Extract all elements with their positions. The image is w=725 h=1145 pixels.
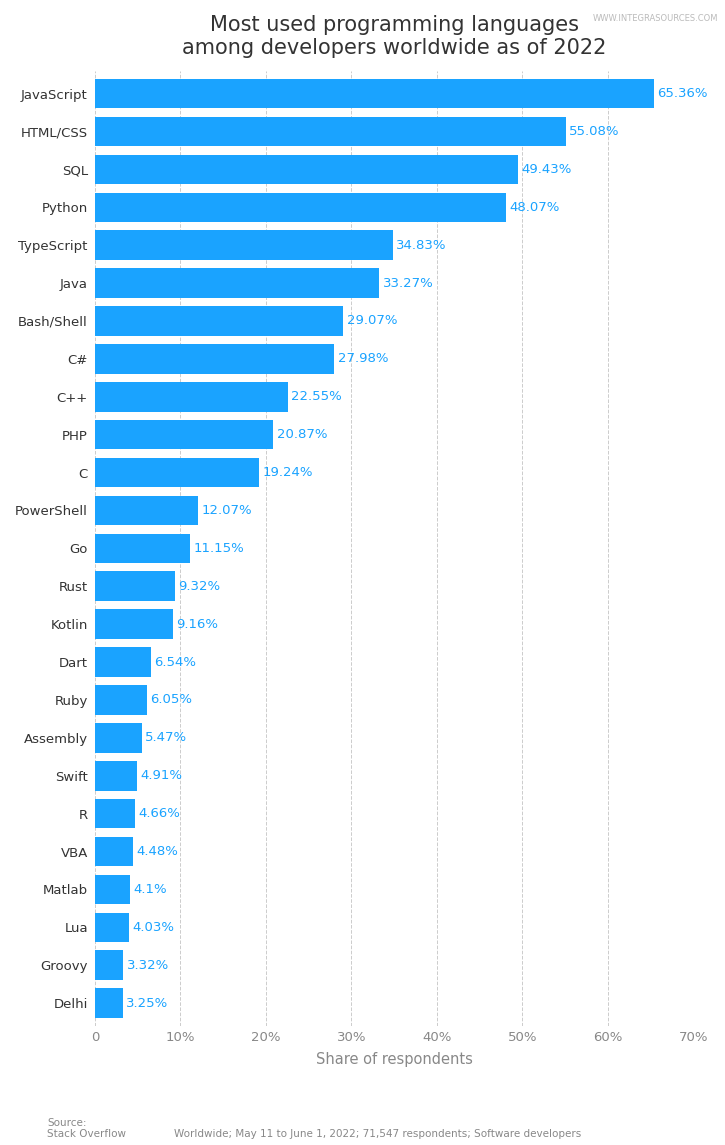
Text: 34.83%: 34.83% xyxy=(396,238,447,252)
Title: Most used programming languages
among developers worldwide as of 2022: Most used programming languages among de… xyxy=(182,15,606,58)
Bar xyxy=(95,875,130,905)
Bar xyxy=(95,420,273,450)
Bar xyxy=(95,685,146,714)
Bar xyxy=(95,345,334,373)
Text: 4.48%: 4.48% xyxy=(136,845,178,858)
Text: 9.32%: 9.32% xyxy=(178,579,220,593)
Bar xyxy=(95,647,151,677)
Text: 48.07%: 48.07% xyxy=(510,200,560,214)
Text: 49.43%: 49.43% xyxy=(521,163,571,176)
Text: 4.66%: 4.66% xyxy=(138,807,180,820)
Text: 55.08%: 55.08% xyxy=(569,125,620,139)
Bar xyxy=(95,496,198,526)
Bar xyxy=(95,268,379,298)
Text: 19.24%: 19.24% xyxy=(262,466,313,479)
Text: 3.32%: 3.32% xyxy=(127,958,169,972)
Bar xyxy=(95,192,506,222)
Text: 11.15%: 11.15% xyxy=(194,542,244,555)
Bar xyxy=(95,306,344,335)
Bar xyxy=(95,722,141,752)
Text: 6.54%: 6.54% xyxy=(154,656,196,669)
Text: 27.98%: 27.98% xyxy=(338,353,388,365)
Text: 4.1%: 4.1% xyxy=(133,883,167,895)
Bar xyxy=(95,382,288,411)
Bar xyxy=(95,837,133,867)
Text: 12.07%: 12.07% xyxy=(202,504,252,516)
Text: WWW.INTEGRASOURCES.COM: WWW.INTEGRASOURCES.COM xyxy=(592,14,718,23)
Text: 3.25%: 3.25% xyxy=(126,996,168,1010)
Text: 33.27%: 33.27% xyxy=(383,277,434,290)
Text: Source:
Stack Overflow: Source: Stack Overflow xyxy=(47,1118,126,1139)
Bar xyxy=(95,230,393,260)
Bar xyxy=(95,799,135,828)
X-axis label: Share of respondents: Share of respondents xyxy=(316,1052,473,1067)
Text: 22.55%: 22.55% xyxy=(291,390,342,403)
Text: 6.05%: 6.05% xyxy=(150,694,192,706)
Bar xyxy=(95,155,518,184)
Bar xyxy=(95,609,173,639)
Bar xyxy=(95,79,654,109)
Text: Worldwide; May 11 to June 1, 2022; 71,547 respondents; Software developers: Worldwide; May 11 to June 1, 2022; 71,54… xyxy=(174,1129,581,1139)
Bar xyxy=(95,950,123,980)
Bar xyxy=(95,571,175,601)
Text: 9.16%: 9.16% xyxy=(177,617,218,631)
Bar xyxy=(95,534,190,563)
Bar xyxy=(95,988,123,1018)
Text: 20.87%: 20.87% xyxy=(277,428,327,441)
Bar xyxy=(95,458,260,488)
Text: 5.47%: 5.47% xyxy=(145,732,187,744)
Text: 4.91%: 4.91% xyxy=(140,769,182,782)
Text: 4.03%: 4.03% xyxy=(133,921,175,934)
Text: 65.36%: 65.36% xyxy=(658,87,708,100)
Bar xyxy=(95,761,137,790)
Bar xyxy=(95,913,129,942)
Text: 29.07%: 29.07% xyxy=(347,315,397,327)
Bar xyxy=(95,117,566,147)
